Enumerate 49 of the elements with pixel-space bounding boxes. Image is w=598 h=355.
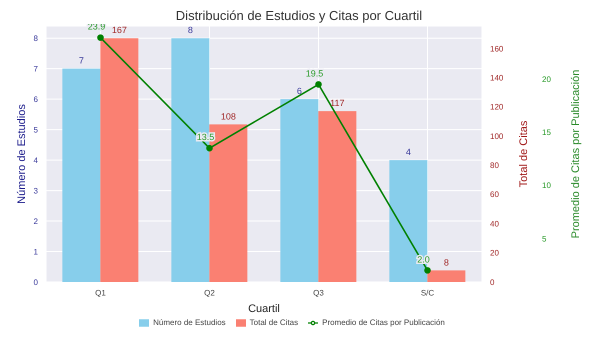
x-tick-label: Q1 — [95, 288, 106, 298]
point — [315, 81, 322, 88]
y2-tick-label: 60 — [490, 190, 500, 200]
data-label: 19.5 — [306, 68, 324, 78]
data-label: 108 — [220, 111, 236, 122]
x-tick-label: S/C — [420, 288, 434, 298]
y-tick-label: 4 — [34, 156, 39, 165]
y2-tick-label: 20 — [490, 248, 500, 258]
chart-title: Distribución de Estudios y Citas por Cuartil — [176, 8, 422, 23]
data-label: 6 — [296, 86, 302, 96]
data-label: 4 — [406, 147, 411, 158]
data-label: 8 — [188, 25, 193, 36]
y-tick-label: 6 — [34, 94, 39, 104]
y-tick-label: 5 — [34, 125, 39, 134]
x-tick-label: Q3 — [313, 288, 324, 298]
data-label: 167 — [112, 25, 127, 36]
y-tick-label: 2 — [34, 216, 39, 226]
y2-tick-label: 40 — [490, 219, 500, 228]
y-tick-label: 3 — [34, 186, 39, 196]
bar — [427, 270, 466, 282]
x-tick-label: Q2 — [204, 288, 216, 298]
legend-label: Número de Estudios — [153, 318, 226, 328]
data-label: 117 — [330, 98, 345, 108]
y2-tick-label: 120 — [490, 102, 504, 112]
bar — [389, 160, 428, 282]
y-tick-label: 7 — [34, 64, 39, 74]
x-axis-title: Cuartil — [248, 303, 280, 315]
point — [206, 144, 213, 152]
y3-axis-title: Promedio de Citas por Publicación — [570, 70, 582, 238]
y2-tick-label: 0 — [490, 278, 495, 287]
data-label: 8 — [444, 257, 449, 268]
y-axis-title: Número de Estudios — [16, 104, 28, 204]
legend-label: Promedio de Citas por Publicación — [322, 318, 445, 328]
y2-tick-label: 140 — [490, 73, 504, 82]
y-tick-label: 8 — [34, 34, 39, 44]
y2-axis-title: Total de Citas — [518, 120, 530, 188]
y3-tick-label: 10 — [542, 181, 552, 190]
point — [424, 267, 431, 274]
y2-tick-label: 100 — [490, 132, 504, 141]
y2-tick-label: 80 — [490, 161, 500, 170]
y3-tick-label: 5 — [542, 234, 547, 244]
y-tick-label: 0 — [34, 278, 39, 287]
legend-label: Total de Citas — [250, 318, 298, 328]
data-label: 7 — [78, 56, 84, 66]
y3-tick-label: 15 — [542, 128, 552, 138]
y2-tick-label: 160 — [490, 44, 504, 54]
y-tick-label: 1 — [34, 247, 39, 256]
y3-tick-label: 20 — [542, 74, 552, 84]
point — [97, 34, 104, 41]
